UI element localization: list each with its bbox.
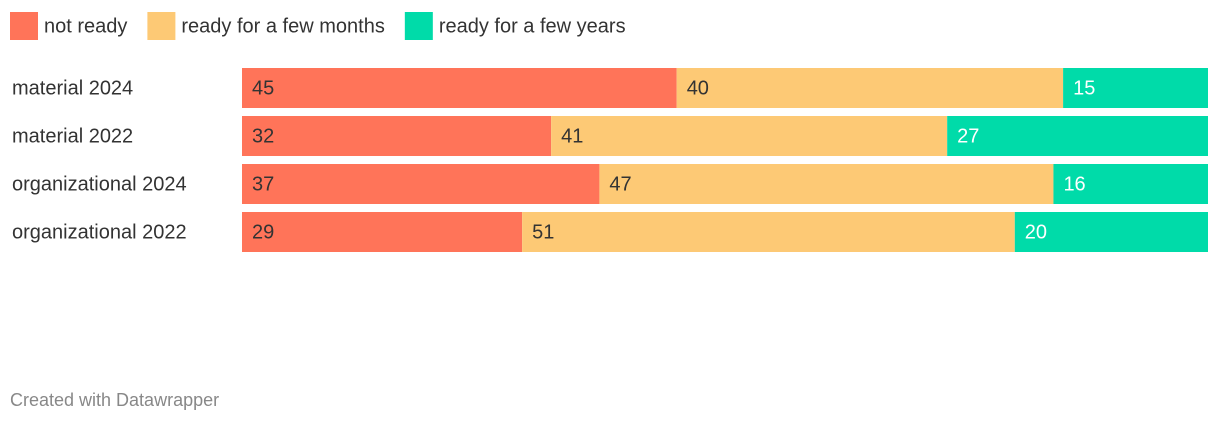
value-label: 32 — [252, 125, 274, 147]
legend-swatch — [404, 12, 433, 40]
bar-segment — [522, 212, 1015, 252]
category-label: material 2024 — [12, 77, 133, 99]
footer: Created with Datawrapper — [10, 390, 219, 410]
value-label: 41 — [561, 125, 583, 147]
value-label: 20 — [1025, 221, 1047, 243]
legend-label: ready for a few years — [439, 15, 626, 37]
value-label: 37 — [252, 173, 274, 195]
bar-segment — [242, 68, 677, 108]
bar-segment — [242, 164, 600, 204]
legend-swatch — [147, 12, 176, 40]
bar-segment — [676, 68, 1064, 108]
bar-segment — [1053, 164, 1208, 204]
bar-segment — [947, 116, 1208, 156]
value-label: 16 — [1063, 173, 1085, 195]
value-label: 51 — [532, 221, 554, 243]
bar-segment — [1014, 212, 1208, 252]
legend-label: not ready — [44, 15, 127, 37]
bar-segment — [242, 212, 523, 252]
value-label: 40 — [687, 77, 709, 99]
category-label: organizational 2022 — [12, 221, 187, 243]
value-label: 47 — [609, 173, 631, 195]
bar-segment — [242, 116, 552, 156]
category-label: material 2022 — [12, 125, 133, 147]
bar-segment — [551, 116, 948, 156]
bar-segment — [599, 164, 1054, 204]
value-label: 45 — [252, 77, 274, 99]
value-label: 27 — [957, 125, 979, 147]
category-label: organizational 2024 — [12, 173, 187, 195]
bar-segment — [1063, 68, 1208, 108]
value-label: 15 — [1073, 77, 1095, 99]
legend-swatch — [10, 12, 38, 40]
value-label: 29 — [252, 221, 274, 243]
legend-label: ready for a few months — [181, 15, 384, 37]
